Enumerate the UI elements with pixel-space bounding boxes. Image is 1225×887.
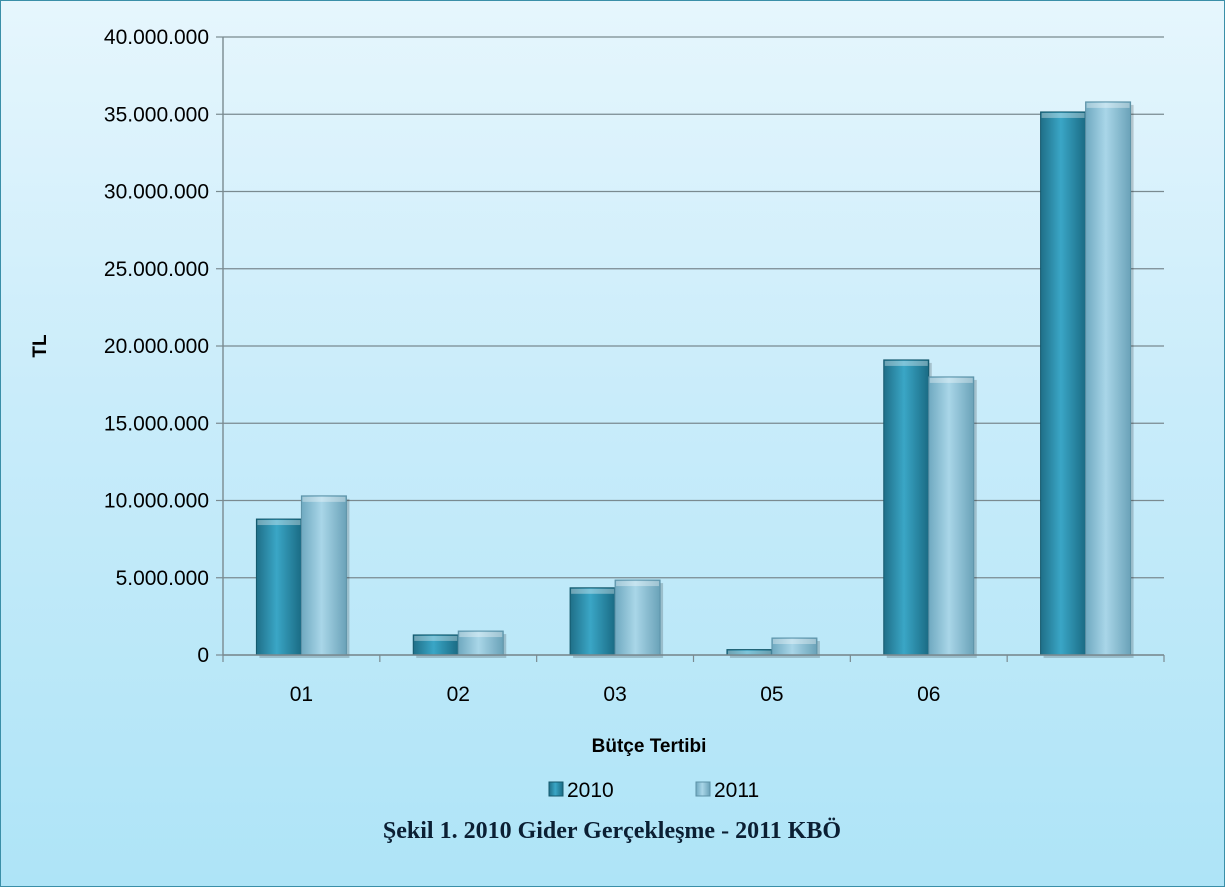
bar-highlight [571, 588, 615, 594]
bar-2010-unlabeled [1040, 111, 1087, 656]
x-tick-label: 05 [760, 683, 783, 706]
bar-highlight [414, 635, 458, 641]
bar-highlight [616, 581, 660, 587]
x-axis-tick-labels: 01 02 03 05 06 [290, 683, 941, 706]
bar-highlight [727, 650, 771, 655]
legend-swatch-2010 [548, 781, 564, 797]
bar-2011-01 [300, 495, 347, 656]
y-axis-tick-labels: 0 5.000.000 10.000.000 15.000.000 20.000.000… [104, 26, 209, 667]
legend-label-2010: 2010 [567, 779, 614, 802]
y-tick-label: 0 [197, 644, 209, 667]
bars [255, 101, 1134, 659]
y-tick-label: 5.000.000 [116, 567, 209, 590]
bar-highlight [929, 377, 973, 383]
gridlines [216, 36, 1164, 656]
bar-highlight [1086, 102, 1130, 108]
y-tick-label: 35.000.000 [104, 103, 209, 126]
bar-2011-03 [614, 579, 661, 656]
figure-caption: Şekil 1. 2010 Gider Gerçekleşme - 2011 K… [383, 818, 841, 844]
bar-highlight [772, 639, 816, 645]
bar-highlight [1041, 112, 1085, 118]
bar-2010-06 [883, 359, 930, 656]
bar-2011-06 [928, 376, 975, 656]
y-tick-label: 10.000.000 [104, 490, 209, 513]
legend: 2010 2011 [548, 779, 759, 802]
bar-2010-01 [255, 518, 302, 656]
y-tick-label: 30.000.000 [104, 181, 209, 204]
x-tick-label: 06 [917, 683, 940, 706]
bar-highlight [302, 496, 346, 502]
y-tick-label: 20.000.000 [104, 335, 209, 358]
y-tick-label: 25.000.000 [104, 258, 209, 281]
x-tick-label: 02 [447, 683, 470, 706]
legend-swatch-2011 [695, 781, 711, 797]
bar-2011-unlabeled [1085, 101, 1132, 656]
y-tick-label: 40.000.000 [104, 26, 209, 49]
x-axis-title: Bütçe Tertibi [592, 736, 707, 757]
bar-highlight [459, 632, 503, 638]
bar-2010-03 [569, 587, 616, 656]
bar-highlight [884, 360, 928, 366]
y-axis-title: TL [30, 334, 51, 358]
x-tick-label: 01 [290, 683, 313, 706]
axes [222, 37, 1165, 662]
legend-label-2011: 2011 [714, 779, 759, 802]
y-tick-label: 15.000.000 [104, 412, 209, 435]
bar-highlight [257, 520, 301, 526]
x-tick-label: 03 [603, 683, 626, 706]
